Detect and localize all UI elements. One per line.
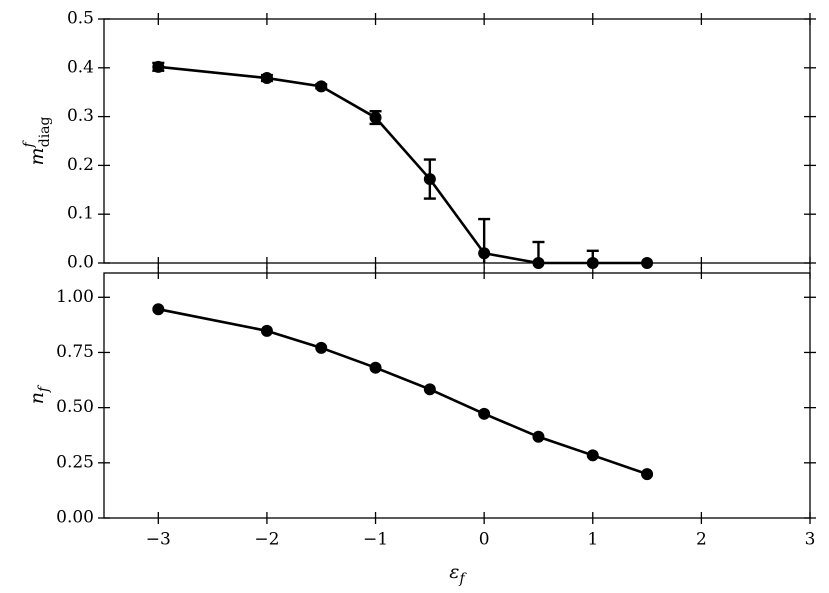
y-tick-label: 0.2 xyxy=(67,155,94,175)
x-tick-label: 3 xyxy=(805,530,816,550)
data-point xyxy=(152,60,165,73)
data-point xyxy=(478,407,491,420)
y-label-main: m xyxy=(26,147,48,165)
data-point xyxy=(586,449,599,462)
y-label-sub: diag xyxy=(37,116,53,147)
y-label-sub: f xyxy=(36,384,52,393)
y-tick-label: 0.75 xyxy=(56,342,94,362)
y-tick-label: 0.00 xyxy=(56,508,94,528)
data-point xyxy=(315,341,328,354)
x-tick-label: −3 xyxy=(146,530,171,550)
y-tick-label: 0.5 xyxy=(67,9,94,29)
data-point xyxy=(532,430,545,443)
data-point xyxy=(369,111,382,124)
y-axis-label: nf xyxy=(26,384,52,404)
y-tick-label: 0.3 xyxy=(67,106,94,126)
data-point xyxy=(315,80,328,93)
series-line xyxy=(158,65,648,265)
plot-frame xyxy=(103,272,811,519)
data-point xyxy=(260,72,273,85)
x-label-main: ε xyxy=(449,561,459,583)
data-point xyxy=(586,257,599,269)
x-tick-label: −2 xyxy=(254,530,279,550)
series-line xyxy=(158,307,648,476)
data-point xyxy=(423,383,436,396)
x-tick-label: 2 xyxy=(696,530,707,550)
y-tick-label: 0.0 xyxy=(67,253,94,273)
x-tick-label: 1 xyxy=(587,530,598,550)
y-label-sup: f xyxy=(21,139,37,148)
data-point xyxy=(641,257,654,269)
data-point xyxy=(152,303,165,316)
y-axis-label: mfdiag xyxy=(21,116,53,165)
y-tick-label: 1.00 xyxy=(56,287,94,307)
y-tick-label: 0.25 xyxy=(56,452,94,472)
plot-frame xyxy=(103,18,811,264)
data-point xyxy=(369,361,382,374)
y-tick-label: 0.50 xyxy=(56,397,94,417)
y-tick-label: 0.1 xyxy=(67,204,94,224)
error-bar xyxy=(532,240,545,263)
data-point xyxy=(423,173,436,186)
x-axis-label: εf xyxy=(449,561,467,587)
x-tick-label: 0 xyxy=(479,530,490,550)
data-point xyxy=(532,257,545,269)
x-label-sub: f xyxy=(459,571,468,587)
y-tick-label: 0.4 xyxy=(67,57,94,77)
error-bar xyxy=(586,249,599,263)
data-point xyxy=(641,468,654,481)
x-tick-label: −1 xyxy=(363,530,388,550)
data-point xyxy=(478,247,491,260)
y-label-main: n xyxy=(26,392,48,404)
error-bars xyxy=(152,61,599,263)
data-point xyxy=(260,324,273,337)
